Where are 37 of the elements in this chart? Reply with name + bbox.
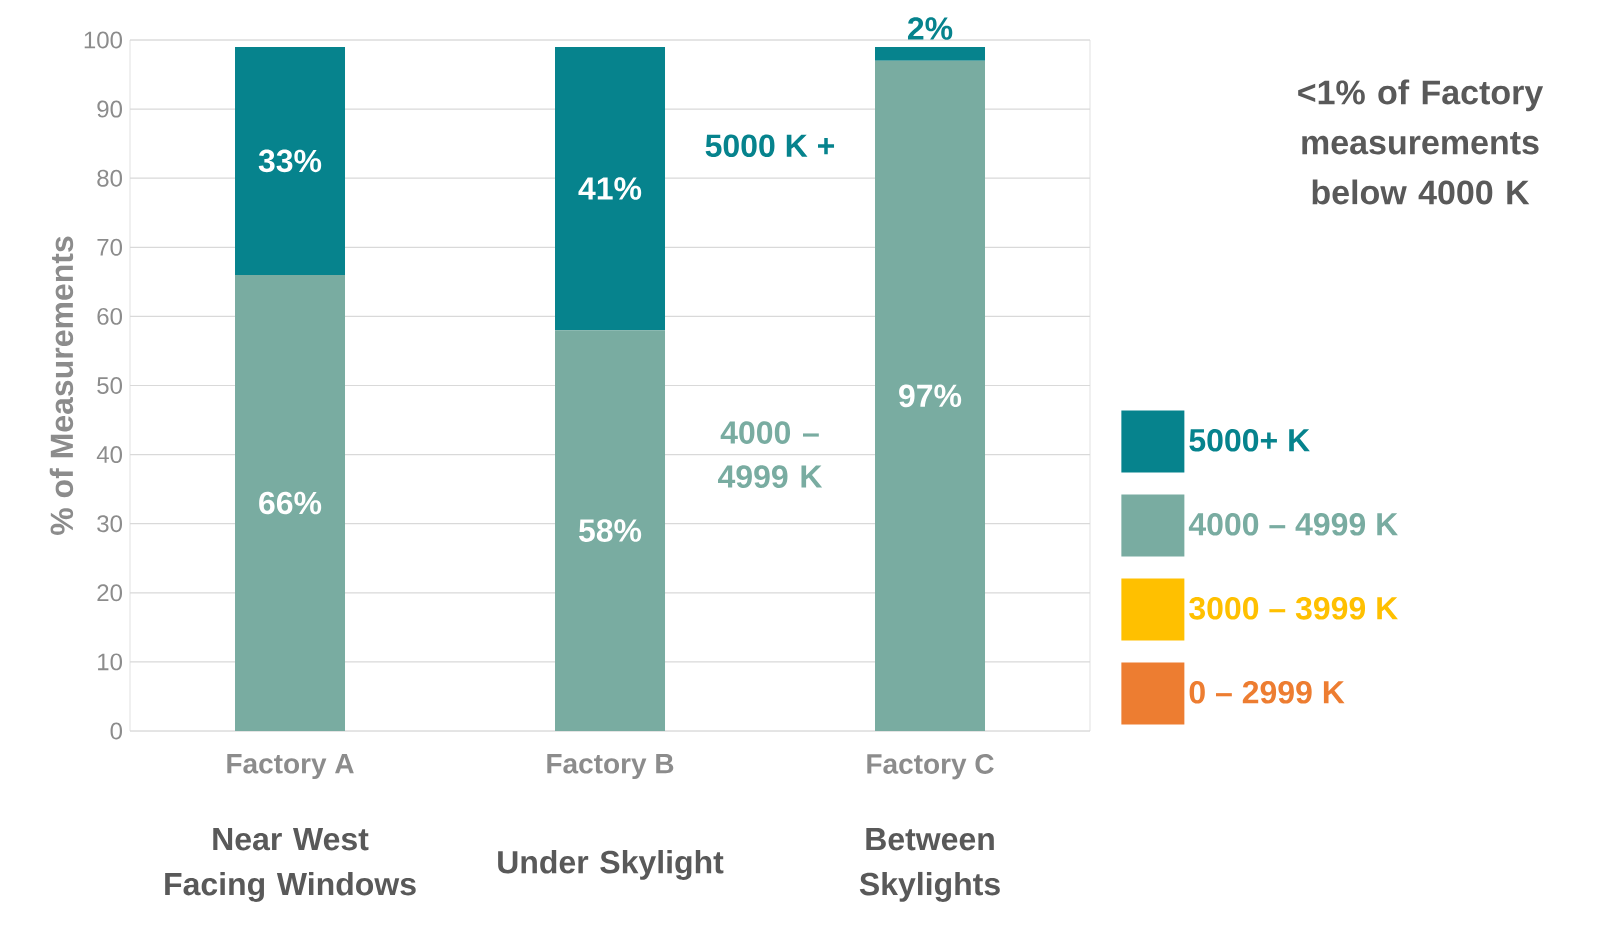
text: Near West Facing Windows [165, 828, 416, 902]
y-tick-label: 70 [97, 238, 123, 256]
x-tick-label: Factory B [547, 754, 674, 780]
data-label: 97% [899, 384, 962, 408]
x-tick-label: Factory A [227, 754, 354, 780]
legend-label: 4000 – 4999 K [1188, 512, 1398, 536]
bar [555, 330, 666, 731]
y-tick-label: 60 [97, 307, 123, 325]
bar [555, 46, 666, 331]
bar [875, 46, 986, 61]
bar [235, 274, 346, 731]
data-label: 41% [578, 177, 642, 200]
y-tick-label: 90 [97, 100, 123, 118]
data-label: 33% [258, 149, 322, 173]
legend-label: 3000 – 3999 K [1189, 596, 1398, 620]
x-tick-label: Factory C [867, 754, 994, 780]
y-tick-label: 30 [97, 515, 123, 533]
text: Between Skylights [859, 828, 1000, 902]
y-tick-label: 20 [97, 584, 123, 602]
text: Under Skylight [498, 850, 724, 880]
y-tick-label: 100 [84, 31, 123, 49]
data-label: 2% [907, 17, 953, 40]
data-label: 66% [259, 491, 322, 515]
bar [235, 46, 346, 275]
y-axis-title: % of Measurements [49, 236, 74, 535]
data-label: 58% [578, 519, 642, 542]
y-tick-label: 10 [98, 653, 123, 671]
y-tick-label: 0 [110, 722, 123, 740]
annotation: 5000 K + [705, 134, 835, 158]
y-tick-label: 80 [97, 169, 123, 187]
legend-label: 0 – 2999 K [1189, 680, 1345, 704]
y-tick-label: 50 [97, 377, 123, 394]
legend-label: 5000+ K [1189, 428, 1310, 452]
annotation: 4000 – 4999 K [718, 421, 823, 488]
y-tick-label: 40 [96, 446, 123, 464]
bar [875, 60, 986, 731]
text: <1% of Factory measurements below 4000 K [1298, 79, 1544, 205]
